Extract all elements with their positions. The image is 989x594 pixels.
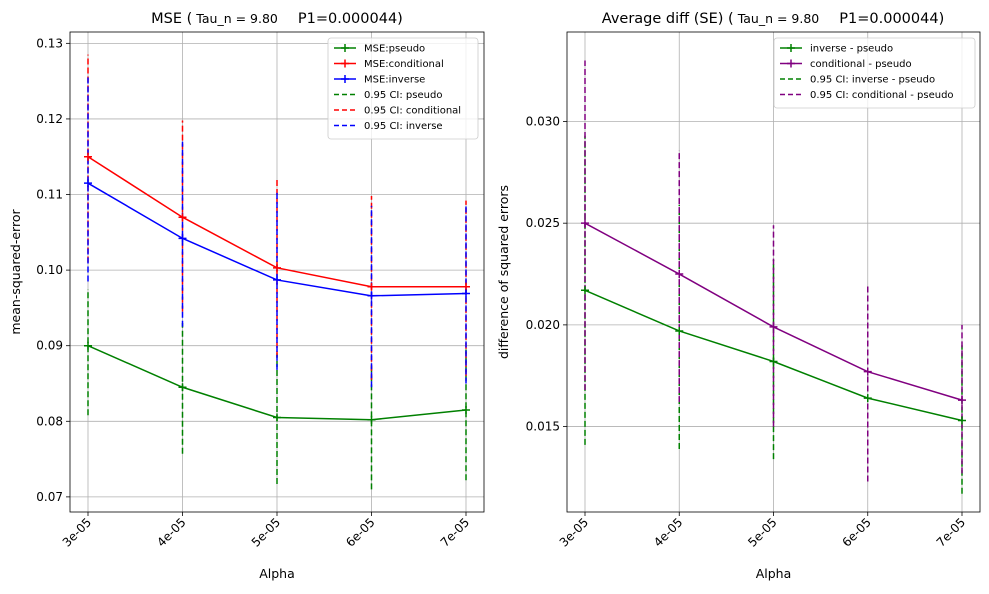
x-tick-label: 6e-05 bbox=[839, 515, 873, 549]
legend: MSE:pseudo MSE:conditional MSE:inverse 0.95… bbox=[327, 37, 479, 140]
y-axis-label: difference of squared errors bbox=[496, 185, 511, 359]
y-ticks: 0.07 0.08 0.09 0.10 0.11 0.12 0.13 bbox=[36, 36, 70, 504]
x-tick-label: 5e-05 bbox=[745, 515, 779, 549]
x-ticks: 3e-05 4e-05 5e-05 6e-05 7e-05 bbox=[557, 512, 968, 550]
avg-diff-panel: 0.015 0.020 0.025 0.030 3e-05 4e-05 5e-05 6e-05… bbox=[496, 11, 981, 581]
data-point bbox=[178, 383, 187, 392]
chart-title: MSE (Tau_n = 9.80 P1=0.000044) bbox=[151, 11, 403, 27]
data-point bbox=[769, 322, 778, 331]
legend-marker bbox=[341, 75, 349, 83]
legend-marker bbox=[787, 59, 795, 68]
data-point bbox=[178, 234, 187, 243]
data-point bbox=[367, 291, 376, 300]
data-point bbox=[367, 415, 376, 424]
legend-marker bbox=[341, 44, 349, 52]
y-tick-label: 0.025 bbox=[526, 216, 560, 230]
data-point bbox=[273, 263, 281, 272]
data-point bbox=[273, 413, 281, 422]
data-point bbox=[675, 270, 684, 279]
legend-label: 0.95 CI: pseudo bbox=[364, 90, 442, 101]
data-point bbox=[581, 286, 589, 295]
data-point bbox=[273, 275, 281, 284]
data-point bbox=[863, 367, 872, 376]
y-tick-label: 0.030 bbox=[526, 114, 560, 128]
legend-label: inverse - pseudo bbox=[810, 44, 893, 55]
data-point bbox=[84, 341, 92, 350]
data-point bbox=[958, 396, 966, 405]
data-point bbox=[462, 405, 470, 414]
title-prefix: Average diff (SE) ( bbox=[602, 11, 734, 27]
series-mse-inverse bbox=[84, 179, 470, 300]
x-axis-label: Alpha bbox=[756, 566, 792, 581]
data-point bbox=[958, 416, 966, 425]
legend-marker bbox=[341, 59, 349, 68]
x-axis-label: Alpha bbox=[259, 566, 295, 581]
y-tick-label: 0.07 bbox=[36, 490, 63, 504]
title-prefix: MSE ( bbox=[151, 11, 192, 27]
title-suffix: P1=0.000044) bbox=[298, 11, 403, 27]
y-axis-label: mean-squared-error bbox=[8, 209, 23, 335]
legend-label: 0.95 CI: inverse bbox=[364, 121, 443, 132]
data-point bbox=[675, 326, 684, 335]
data-point bbox=[462, 282, 470, 291]
title-suffix: P1=0.000044) bbox=[839, 11, 944, 27]
data-point bbox=[581, 219, 589, 228]
y-tick-label: 0.020 bbox=[526, 318, 560, 332]
series-conditional-pseudo bbox=[581, 219, 966, 405]
title-tau: Tau_n = 9.80 bbox=[195, 11, 278, 26]
y-tick-label: 0.12 bbox=[36, 112, 63, 126]
x-tick-label: 7e-05 bbox=[934, 515, 968, 549]
legend-box bbox=[773, 37, 976, 109]
data-point bbox=[769, 357, 778, 366]
legend-marker bbox=[787, 44, 795, 52]
x-tick-label: 4e-05 bbox=[154, 515, 188, 549]
legend-label: 0.95 CI: conditional bbox=[364, 106, 461, 117]
chart-title: Average diff (SE) (Tau_n = 9.80 P1=0.0000… bbox=[602, 11, 944, 27]
y-tick-label: 0.11 bbox=[36, 188, 63, 202]
mse-panel: 0.07 0.08 0.09 0.10 0.11 0.12 0.13 3e-05 4e-05 5e… bbox=[8, 11, 485, 581]
y-tick-label: 0.13 bbox=[36, 36, 63, 50]
y-tick-label: 0.08 bbox=[36, 414, 63, 428]
legend-label: MSE:conditional bbox=[364, 59, 444, 70]
x-tick-label: 7e-05 bbox=[438, 515, 472, 549]
data-point bbox=[84, 152, 92, 161]
x-ticks: 3e-05 4e-05 5e-05 6e-05 7e-05 bbox=[60, 512, 472, 550]
series-mse-pseudo bbox=[84, 341, 470, 424]
x-tick-label: 3e-05 bbox=[557, 515, 591, 549]
legend-label: MSE:pseudo bbox=[364, 44, 425, 55]
series-inverse-pseudo bbox=[581, 286, 966, 425]
y-tick-label: 0.10 bbox=[36, 263, 63, 277]
data-point bbox=[84, 179, 92, 188]
legend-label: MSE:inverse bbox=[364, 75, 425, 86]
data-point bbox=[863, 394, 872, 403]
x-tick-label: 3e-05 bbox=[60, 515, 94, 549]
legend-label: 0.95 CI: conditional - pseudo bbox=[810, 90, 954, 101]
legend: inverse - pseudo conditional - pseudo 0.95… bbox=[773, 37, 976, 109]
legend-label: conditional - pseudo bbox=[810, 59, 912, 70]
x-tick-label: 6e-05 bbox=[343, 515, 377, 549]
y-tick-label: 0.015 bbox=[526, 420, 560, 434]
y-tick-label: 0.09 bbox=[36, 339, 63, 353]
y-ticks: 0.015 0.020 0.025 0.030 bbox=[526, 114, 567, 434]
x-tick-label: 5e-05 bbox=[249, 515, 283, 549]
title-tau: Tau_n = 9.80 bbox=[737, 11, 820, 26]
data-point bbox=[462, 289, 470, 298]
data-point bbox=[178, 213, 187, 222]
data-point bbox=[367, 282, 376, 291]
x-tick-label: 4e-05 bbox=[651, 515, 685, 549]
series-mse-conditional bbox=[84, 152, 470, 291]
legend-label: 0.95 CI: inverse - pseudo bbox=[810, 75, 935, 86]
legend-box bbox=[327, 37, 479, 140]
